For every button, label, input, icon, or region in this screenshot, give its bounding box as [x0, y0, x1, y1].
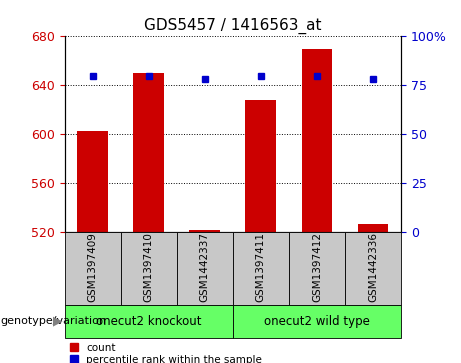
Bar [233, 232, 289, 305]
Title: GDS5457 / 1416563_at: GDS5457 / 1416563_at [144, 17, 322, 33]
Text: GSM1442336: GSM1442336 [368, 232, 378, 302]
Bar [189, 230, 220, 232]
Bar [233, 305, 401, 338]
Bar [77, 131, 108, 232]
Bar [177, 232, 233, 305]
Bar [65, 232, 121, 305]
Text: GSM1397411: GSM1397411 [256, 232, 266, 302]
Bar [121, 232, 177, 305]
Text: GSM1397409: GSM1397409 [88, 232, 98, 302]
Text: GSM1442337: GSM1442337 [200, 232, 210, 302]
Text: genotype/variation: genotype/variation [0, 316, 106, 326]
Bar [133, 73, 164, 232]
Bar [245, 100, 276, 232]
Bar [301, 49, 332, 232]
Text: GSM1397412: GSM1397412 [312, 232, 322, 302]
Text: ▶: ▶ [53, 315, 63, 328]
Text: GSM1397410: GSM1397410 [144, 232, 154, 302]
Bar [358, 224, 389, 232]
Legend: count, percentile rank within the sample: count, percentile rank within the sample [70, 343, 262, 363]
Text: onecut2 wild type: onecut2 wild type [264, 315, 370, 328]
Bar [345, 232, 401, 305]
Bar [289, 232, 345, 305]
Bar [65, 305, 233, 338]
Text: onecut2 knockout: onecut2 knockout [96, 315, 201, 328]
